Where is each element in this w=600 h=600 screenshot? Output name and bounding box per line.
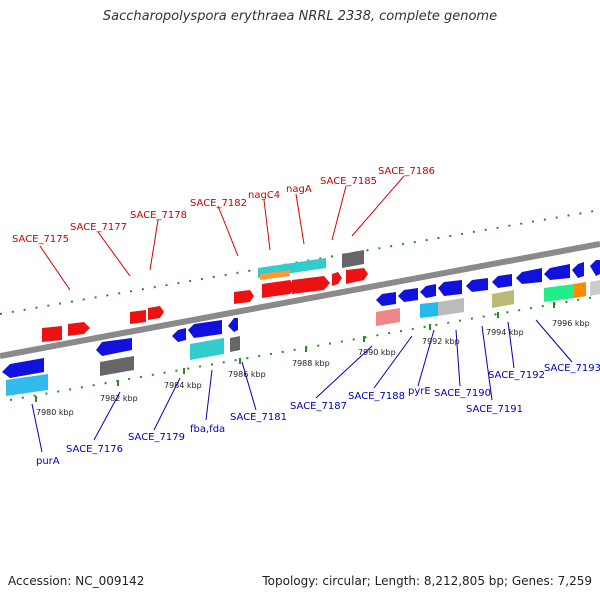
leader-line [93, 391, 121, 441]
gene-label-sace-7181[interactable]: SACE_7181 [230, 412, 287, 423]
reverse-gene [188, 320, 222, 338]
gene-label-sace-7186[interactable]: SACE_7186 [378, 166, 435, 177]
gene-label-fba-fda[interactable]: fba,fda [190, 424, 225, 435]
leader-line [535, 319, 573, 363]
reverse-gene [376, 292, 396, 306]
genome-summary: Topology: circular; Length: 8,212,805 bp… [262, 574, 592, 588]
reverse-labels: purA SACE_7176 SACE_7179 fba,fda SACE_71… [36, 363, 600, 467]
gene-label-sace-7190[interactable]: SACE_7190 [434, 388, 491, 399]
leader-line [295, 193, 305, 245]
gene-label-sace-7185[interactable]: SACE_7185 [320, 176, 377, 187]
leader-line [97, 231, 131, 277]
leader-line [417, 329, 435, 387]
forward-gene [346, 268, 368, 284]
reverse-gene [572, 262, 584, 278]
forward-gene [148, 306, 164, 320]
reverse-gene [466, 278, 488, 292]
reverse-cds-green [544, 284, 574, 302]
gene-label-pyre[interactable]: pyrE [408, 386, 431, 397]
tick-label: 7984 kbp [164, 381, 202, 390]
leader-line [217, 205, 239, 257]
leader-line [149, 219, 159, 271]
reverse-cds-khaki [492, 290, 514, 308]
gene-label-naga[interactable]: nagA [286, 184, 312, 195]
leader-line [455, 329, 461, 387]
tick-label: 7982 kbp [100, 394, 138, 403]
gene-label-sace-7177[interactable]: SACE_7177 [70, 222, 127, 233]
forward-gene [130, 310, 146, 324]
tick-labels: 7980 kbp 7982 kbp 7984 kbp 7986 kbp 7988… [36, 319, 590, 417]
forward-gene [262, 280, 296, 298]
reverse-gene [544, 264, 570, 280]
leader-line [331, 185, 347, 241]
reverse-gene [96, 338, 132, 356]
leader-line [31, 403, 43, 453]
leader-line [153, 377, 181, 431]
reverse-genes [2, 260, 600, 378]
forward-labels: SACE_7175 SACE_7177 SACE_7178 SACE_7182 … [12, 166, 435, 245]
reverse-cds-silver-right [590, 280, 600, 296]
forward-cds-orange [260, 270, 290, 280]
reverse-gene [172, 328, 186, 342]
tick-label: 7990 kbp [358, 348, 396, 357]
forward-gene [234, 290, 254, 304]
reverse-gene [492, 274, 512, 288]
genome-title: Saccharopolyspora erythraea NRRL 2338, c… [102, 9, 498, 24]
major-ticks [35, 302, 555, 402]
gene-label-sace-7175[interactable]: SACE_7175 [12, 234, 69, 245]
tick-label: 7992 kbp [422, 337, 460, 346]
reverse-gene [438, 280, 462, 296]
reverse-leaders [31, 319, 573, 453]
reverse-cds-lightblue [6, 374, 48, 396]
leader-line [241, 361, 257, 411]
reverse-cds-cyan [190, 338, 224, 360]
accession-text: Accession: NC_009142 [8, 574, 145, 588]
reverse-gene [398, 288, 418, 302]
gene-label-sace-7187[interactable]: SACE_7187 [290, 401, 347, 412]
gene-label-nagc4[interactable]: nagC4 [248, 190, 280, 201]
forward-gene [42, 326, 62, 342]
gene-label-sace-7188[interactable]: SACE_7188 [348, 391, 405, 402]
gene-label-sace-7192[interactable]: SACE_7192 [488, 370, 545, 381]
gene-label-sace-7182[interactable]: SACE_7182 [190, 198, 247, 209]
leader-line [507, 321, 515, 369]
reverse-gene [590, 260, 600, 276]
tick-label: 7986 kbp [228, 370, 266, 379]
forward-gene [332, 272, 342, 286]
tick-label: 7980 kbp [36, 408, 74, 417]
forward-cds-grey [342, 250, 364, 268]
gene-label-sace-7193[interactable]: SACE_7193 [544, 363, 600, 374]
leader-line [315, 345, 373, 399]
reverse-cds-orange [574, 282, 586, 298]
reverse-cds-pink [376, 308, 400, 326]
leader-line [351, 175, 405, 237]
tick-label: 7988 kbp [292, 359, 330, 368]
tick-label: 7994 kbp [486, 328, 524, 337]
forward-gene [68, 322, 90, 336]
reverse-gene [420, 284, 436, 298]
gene-label-sace-7191[interactable]: SACE_7191 [466, 404, 523, 415]
forward-gene [292, 276, 330, 294]
backbone-line [0, 241, 600, 359]
leader-line [263, 199, 271, 251]
reverse-cds-skyblue [420, 302, 438, 318]
reverse-cds-silver [438, 298, 464, 316]
leader-line [205, 369, 213, 421]
gene-label-pura[interactable]: purA [36, 456, 60, 467]
gene-label-sace-7176[interactable]: SACE_7176 [66, 444, 123, 455]
reverse-gene [228, 318, 238, 332]
reverse-gene [516, 268, 542, 284]
gene-label-sace-7179[interactable]: SACE_7179 [128, 432, 185, 443]
leader-line [39, 245, 71, 291]
tick-label: 7996 kbp [552, 319, 590, 328]
forward-genes [42, 268, 368, 342]
reverse-cds-grey-small [230, 336, 240, 352]
leader-line [373, 335, 413, 389]
reverse-gene [2, 358, 44, 378]
reverse-cds-grey [100, 356, 134, 376]
forward-leaders [39, 175, 405, 291]
gene-label-sace-7178[interactable]: SACE_7178 [130, 210, 187, 221]
leader-line [481, 325, 493, 401]
